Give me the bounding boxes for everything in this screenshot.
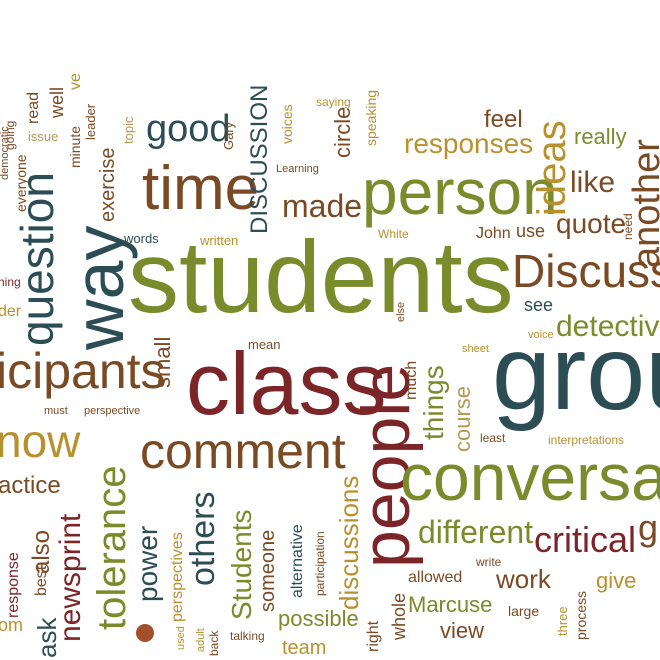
word-students: students: [128, 220, 514, 334]
word-voices: voices: [279, 104, 295, 144]
word-marcuse: Marcuse: [408, 592, 493, 617]
word-class: class: [186, 334, 387, 433]
word-discussions: discussions: [334, 475, 364, 610]
word-icipants: icipants: [0, 343, 166, 399]
bullet-dot: [136, 624, 154, 642]
word-see: see: [524, 295, 554, 315]
word-conversat: conversat: [400, 440, 660, 514]
word-discuss: Discuss: [512, 245, 660, 297]
word-give: give: [596, 568, 637, 593]
word-topic: topic: [121, 116, 136, 144]
word-everyone: everyone: [13, 154, 29, 212]
word-made: made: [282, 188, 363, 224]
word-perspective: perspective: [84, 405, 141, 417]
word-issue: issue: [28, 129, 59, 144]
word-participation: participation: [313, 531, 327, 596]
word-allowed: allowed: [408, 569, 463, 586]
word-going: going: [3, 120, 17, 150]
word-gary: Gary: [221, 121, 236, 150]
word-large: large: [508, 603, 540, 619]
word-ve: ve: [67, 73, 84, 90]
word-sheet: sheet: [462, 343, 489, 355]
word-good: good: [146, 108, 231, 150]
word-process: process: [573, 590, 589, 640]
word-g: g: [638, 507, 659, 548]
word-detective: detective: [556, 310, 660, 343]
word-students-cap: Students: [226, 509, 257, 620]
word-right: right: [365, 620, 382, 652]
word-whole: whole: [389, 592, 409, 640]
word-mean: mean: [248, 337, 281, 352]
word-team: team: [282, 637, 327, 659]
word-actice: actice: [0, 472, 61, 499]
word-quote: quote: [556, 208, 627, 239]
word-discussion-caps: DISCUSSION: [246, 84, 273, 234]
word-minute: minute: [67, 125, 83, 168]
word-john: John: [476, 225, 511, 242]
word-least: least: [480, 431, 506, 445]
word-voice: voice: [528, 329, 554, 341]
word-things: things: [418, 365, 449, 440]
word-hing: hing: [0, 275, 21, 289]
word-must: must: [44, 405, 68, 417]
word-use: use: [516, 221, 546, 241]
word-now: now: [0, 415, 81, 467]
word-tolerance: tolerance: [90, 465, 134, 630]
word-talking: talking: [230, 629, 265, 643]
word-course: course: [450, 385, 475, 452]
word-others: others: [184, 491, 222, 587]
word-comment: comment: [140, 423, 346, 479]
word-person: person: [362, 156, 558, 228]
word-ask: ask: [32, 617, 62, 658]
word-write: write: [476, 555, 502, 569]
word-exercise: exercise: [97, 147, 119, 222]
word-written: written: [200, 233, 239, 248]
word-group: grou: [492, 314, 660, 432]
word-like: like: [570, 166, 616, 199]
word-alternative: alternative: [289, 524, 306, 598]
word-words: words: [124, 231, 159, 246]
word-feel: feel: [484, 106, 523, 133]
word-perspectives: perspectives: [169, 532, 186, 622]
word-interpretations: interpretations: [548, 433, 625, 447]
word-much: much: [403, 360, 420, 400]
word-three: three: [555, 606, 570, 636]
word-small: small: [150, 336, 175, 388]
word-leader: leader: [83, 103, 98, 140]
word-saying: saying: [316, 95, 351, 109]
word-another: another: [626, 139, 660, 268]
word-really: really: [574, 124, 627, 149]
word-different: different: [418, 514, 534, 550]
word-speaking: speaking: [363, 89, 379, 146]
word-need: need: [621, 213, 635, 240]
word-learning: Learning: [276, 163, 319, 175]
word-used: used: [175, 626, 187, 650]
word-der: der: [0, 303, 22, 320]
word-back: back: [207, 630, 221, 656]
word-view: view: [440, 618, 485, 643]
word-well: well: [47, 86, 67, 118]
word-else: else: [395, 301, 407, 322]
word-work: work: [496, 564, 551, 594]
word-om: om: [0, 615, 24, 635]
word-white: White: [378, 227, 409, 241]
word-circle: circle: [330, 106, 355, 158]
word-possible: possible: [278, 606, 359, 631]
word-time: time: [142, 154, 260, 223]
word-response: response: [5, 552, 22, 618]
word-read: read: [25, 91, 42, 124]
word-power: power: [132, 525, 163, 602]
word-adult: adult: [195, 628, 207, 652]
word-ideas: ideas: [530, 120, 574, 216]
word-critical: critical: [534, 519, 637, 560]
word-someone: someone: [257, 529, 279, 612]
word-best: best: [33, 565, 50, 596]
word-responses: responses: [404, 128, 534, 159]
